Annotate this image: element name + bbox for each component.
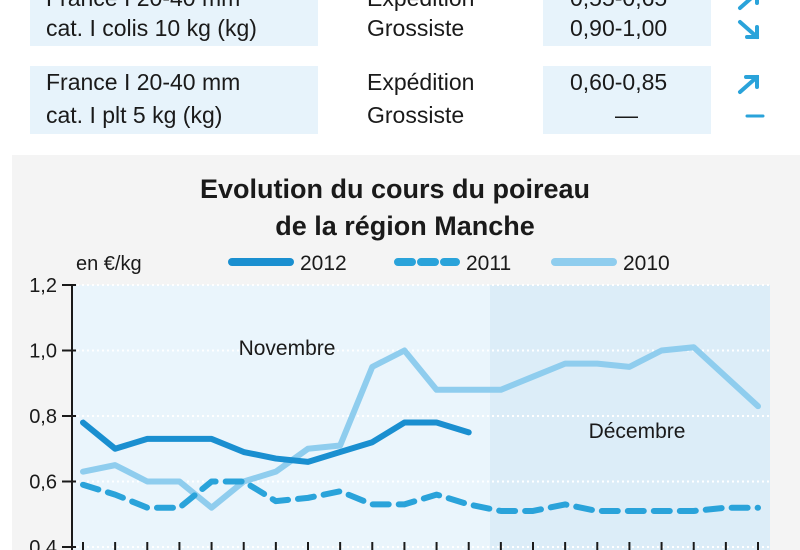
legend-label-2010: 2010 <box>623 252 670 275</box>
market-cell: Expédition <box>367 69 475 95</box>
row-band <box>543 66 711 134</box>
product-cell: France I 20-40 mm <box>46 0 240 14</box>
row-band <box>543 0 711 46</box>
price-cell: 0,55-0,65 <box>570 0 667 14</box>
chart-title-line-1: Evolution du cours du poireau <box>200 174 590 204</box>
price-cell: 0,90-1,00 <box>570 15 668 41</box>
dash-icon <box>745 114 765 118</box>
price-table: France I 20-40 mm cat. I colis 10 kg (kg… <box>0 0 800 140</box>
y-axis-label: en €/kg <box>76 253 142 275</box>
arrow-down-right-icon <box>738 20 759 39</box>
row-band <box>30 66 318 134</box>
product-cell: France I 20-40 mm <box>46 69 241 95</box>
y-tick-label: 1,2 <box>29 275 57 297</box>
market-cell: Grossiste <box>367 15 465 41</box>
period-band-0 <box>72 285 490 550</box>
product-cell: cat. I colis 10 kg (kg) <box>46 15 257 41</box>
price-cell: — <box>615 102 638 128</box>
arrow-up-right-icon <box>738 0 759 10</box>
series-line-2011 <box>80 478 761 514</box>
period-label: Novembre <box>239 337 336 360</box>
y-tick-label: 0,4 <box>29 537 57 550</box>
y-tick-label: 0,8 <box>29 406 57 428</box>
period-label: Décembre <box>589 420 686 443</box>
legend: 2012 2011 2010 <box>228 252 670 275</box>
arrow-up-right-icon <box>738 75 759 94</box>
legend-label-2012: 2012 <box>300 252 347 275</box>
row-band <box>30 0 318 46</box>
y-tick-label: 1,0 <box>29 341 57 363</box>
product-cell: cat. I plt 5 kg (kg) <box>46 102 223 128</box>
market-cell: Grossiste <box>367 102 465 128</box>
price-cell: 0,60-0,85 <box>570 69 668 95</box>
y-tick-label: 0,6 <box>29 472 57 494</box>
legend-label-2011: 2011 <box>466 252 511 275</box>
market-cell: Expédition <box>367 0 474 14</box>
chart-title-line-2: de la région Manche <box>275 211 535 241</box>
